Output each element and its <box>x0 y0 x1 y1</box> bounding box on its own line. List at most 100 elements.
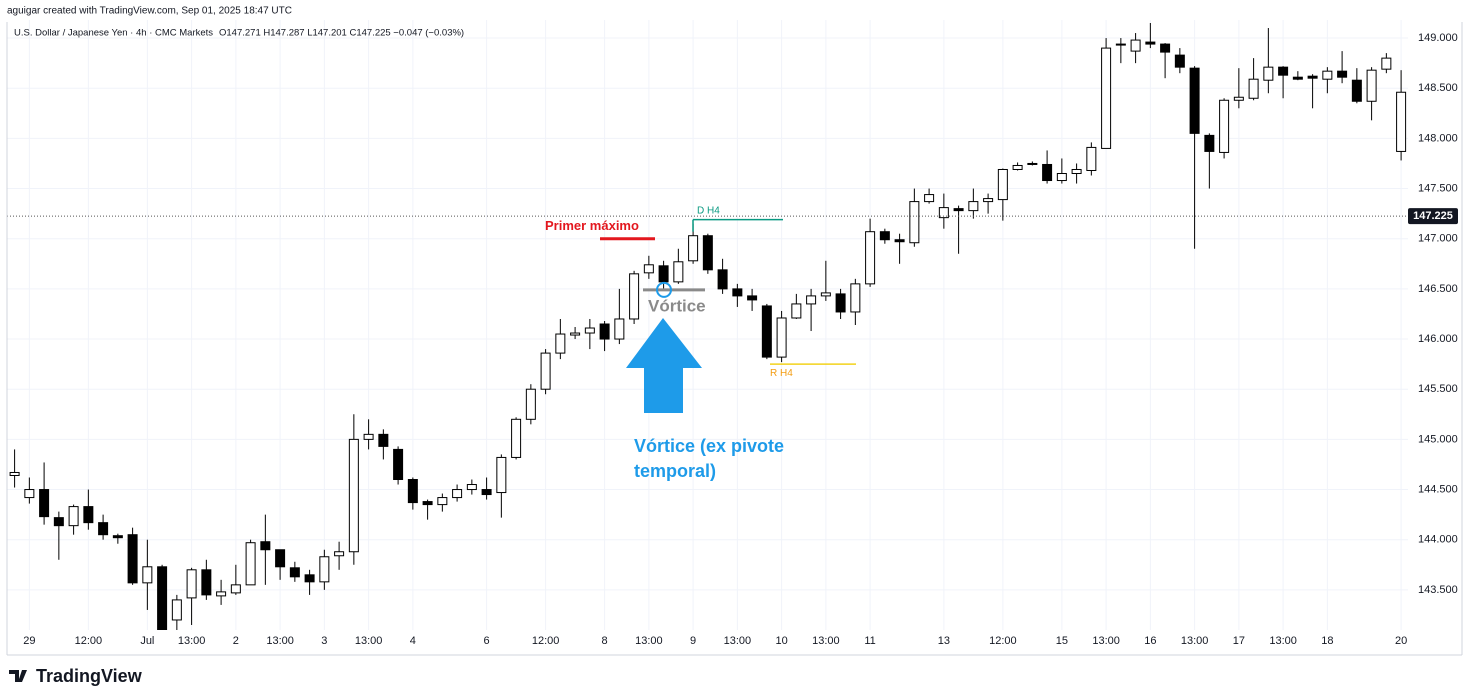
x-tick-label: 13:00 <box>724 635 752 647</box>
candle-body <box>1292 76 1303 80</box>
candle-body <box>879 231 890 241</box>
x-tick-label: 15 <box>1056 635 1068 647</box>
y-tick-label: 147.500 <box>1418 182 1458 194</box>
x-tick-label: 10 <box>775 635 787 647</box>
arrow <box>626 318 702 413</box>
candle-body <box>452 489 463 499</box>
x-tick-label: 13:00 <box>1181 635 1209 647</box>
candle-body <box>481 489 492 496</box>
candle-body <box>776 317 787 358</box>
x-tick-label: 4 <box>410 635 416 647</box>
candle-body <box>1160 43 1171 53</box>
candle-body <box>820 292 831 297</box>
candle-body <box>1189 67 1200 134</box>
candle-body <box>540 352 551 390</box>
candle-body <box>83 506 94 524</box>
candle-body <box>761 305 772 358</box>
r-h4-label: R H4 <box>770 368 793 379</box>
candle-body <box>186 569 197 599</box>
candle-body <box>1071 168 1082 175</box>
candle-body <box>791 303 802 319</box>
candle-body <box>1351 79 1362 102</box>
candle-body <box>9 471 20 476</box>
candle-body <box>997 168 1008 201</box>
primer-maximo-label: Primer máximo <box>545 218 639 233</box>
candle-body <box>24 489 35 499</box>
candle-body <box>584 327 595 334</box>
candle-body <box>511 418 522 458</box>
x-tick-label: 6 <box>484 635 490 647</box>
candle-body <box>216 591 227 597</box>
x-tick-label: 29 <box>23 635 35 647</box>
x-tick-label: 20 <box>1395 635 1407 647</box>
candle-body <box>53 517 64 527</box>
x-tick-label: 2 <box>233 635 239 647</box>
x-tick-label: 13:00 <box>1269 635 1297 647</box>
y-tick-label: 146.500 <box>1418 283 1458 295</box>
note-text: temporal) <box>634 461 716 481</box>
candle-body <box>98 522 109 536</box>
candle-body <box>673 261 684 283</box>
candle-body <box>983 198 994 203</box>
logo <box>9 670 27 682</box>
candle-body <box>142 566 153 584</box>
candle-body <box>378 433 389 447</box>
candle-body <box>747 295 758 301</box>
candle-body <box>953 208 964 212</box>
candle-body <box>260 541 271 551</box>
candle-body <box>334 551 345 557</box>
x-tick-label: 12:00 <box>532 635 560 647</box>
candle-body <box>909 201 920 244</box>
note-text: Vórtice (ex pivote <box>634 436 784 456</box>
candle-body <box>68 506 79 527</box>
candle-body <box>894 239 905 243</box>
candle-body <box>348 438 359 553</box>
candle-body <box>1012 164 1023 170</box>
candle-body <box>1130 39 1141 52</box>
candle-body <box>1322 70 1333 80</box>
vortice-label: Vórtice <box>648 296 706 315</box>
candle-body <box>1396 91 1407 152</box>
candle-body <box>437 497 448 506</box>
x-tick-label: Jul <box>140 635 154 647</box>
candle-body <box>157 566 168 630</box>
candle-body <box>1219 99 1230 153</box>
candle-body <box>1101 47 1112 149</box>
y-tick-label: 146.000 <box>1418 333 1458 345</box>
candle-body <box>688 235 699 262</box>
candle-body <box>304 574 315 583</box>
candle-body <box>1056 173 1067 182</box>
y-tick-label: 145.500 <box>1418 383 1458 395</box>
candle-body <box>702 235 713 271</box>
candle-body <box>1233 96 1244 101</box>
candle-body <box>1042 163 1053 182</box>
candle-body <box>806 295 817 305</box>
candle-body <box>732 288 743 297</box>
candle-body <box>658 265 669 283</box>
x-tick-label: 12:00 <box>75 635 103 647</box>
candle-body <box>1174 54 1185 68</box>
x-tick-label: 8 <box>602 635 608 647</box>
candle-body <box>1086 146 1097 171</box>
candle-body <box>245 542 256 586</box>
y-tick-label: 144.000 <box>1418 534 1458 546</box>
candle-body <box>1307 75 1318 79</box>
x-tick-label: 13 <box>938 635 950 647</box>
candle-body <box>171 599 182 621</box>
candle-body <box>1278 66 1289 76</box>
candle-body <box>1204 134 1215 152</box>
candle-body <box>496 456 507 494</box>
y-tick-label: 144.500 <box>1418 483 1458 495</box>
x-tick-label: 17 <box>1233 635 1245 647</box>
plot-area <box>7 23 1408 630</box>
candle-body <box>230 584 241 594</box>
candle-body <box>1263 66 1274 81</box>
candle-body <box>363 433 374 440</box>
x-tick-label: 13:00 <box>266 635 294 647</box>
x-tick-label: 13:00 <box>355 635 383 647</box>
overlay: 143.500 144.000 144.500 145.000 145.500 146.0… <box>23 32 1458 647</box>
candle-body <box>1145 41 1156 45</box>
candle-body <box>127 534 138 584</box>
y-tick-label: 149.000 <box>1418 32 1458 44</box>
